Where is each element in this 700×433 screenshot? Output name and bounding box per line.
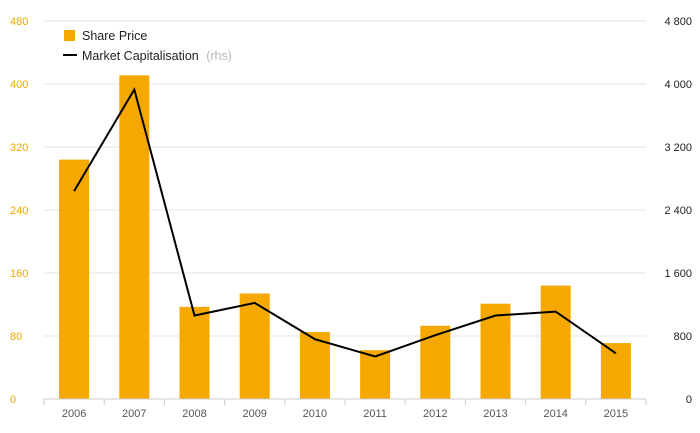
x-tick-label: 2008 [182, 408, 206, 420]
y-right-tick-label: 4 000 [664, 79, 692, 91]
y-left-tick-label: 160 [10, 268, 28, 280]
y-left-tick-label: 480 [10, 16, 28, 28]
y-right-tick-label: 4 800 [664, 16, 692, 28]
bar-share-price [119, 75, 150, 400]
x-tick-label: 2012 [423, 408, 447, 420]
y-right-tick-label: 2 400 [664, 205, 692, 217]
legend-label-share-price: Share Price [82, 29, 147, 43]
x-tick-label: 2015 [604, 408, 628, 420]
y-left-tick-label: 320 [10, 142, 28, 154]
bar-share-price [59, 159, 90, 399]
axes: 0 0 80 800 160 1 600 240 2 400 320 3 200 400 4 000 4… [10, 16, 692, 420]
y-right-tick-label: 0 [686, 394, 692, 406]
x-tick-label: 2010 [303, 408, 327, 420]
y-left-tick-label: 80 [10, 331, 22, 343]
x-tick-label: 2014 [543, 408, 567, 420]
y-left-tick-label: 240 [10, 205, 28, 217]
legend-label-market-cap: Market Capitalisation (rhs) [82, 49, 232, 63]
legend-label-market-cap-name: Market Capitalisation [82, 49, 199, 63]
bar-series [59, 75, 631, 400]
y-right-tick-label: 800 [674, 331, 692, 343]
bar-share-price [360, 350, 391, 399]
y-right-tick-label: 1 600 [664, 268, 692, 280]
x-tick-label: 2007 [122, 408, 146, 420]
line-market-capitalisation [73, 86, 617, 358]
line-series [73, 86, 617, 358]
bar-share-price [600, 343, 631, 399]
x-tick-label: 2006 [62, 408, 86, 420]
y-left-tick-label: 400 [10, 79, 28, 91]
bar-share-price [299, 332, 330, 399]
legend-swatch-share-price [64, 30, 75, 41]
y-left-tick-label: 0 [10, 394, 16, 406]
x-tick-label: 2011 [363, 408, 387, 420]
bar-share-price [179, 306, 210, 399]
bar-share-price [420, 325, 451, 399]
y-right-tick-label: 3 200 [664, 142, 692, 154]
legend-label-market-cap-suffix: (rhs) [206, 49, 232, 63]
x-tick-label: 2009 [242, 408, 266, 420]
bar-share-price [540, 285, 571, 399]
legend: Share Price Market Capitalisation (rhs) [63, 29, 232, 63]
bar-share-price [239, 293, 270, 399]
x-tick-label: 2013 [483, 408, 507, 420]
